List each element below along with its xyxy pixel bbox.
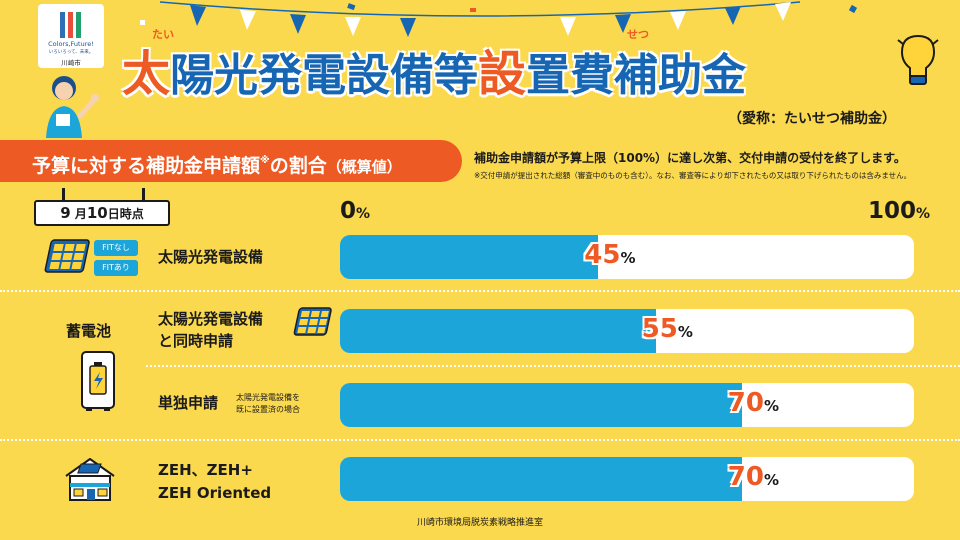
scale-min: 0% (340, 198, 370, 224)
title-segment-2: 陽光発電設備等 (170, 50, 479, 101)
date-month: 9 (60, 204, 71, 222)
bar-percent-value: 70 (727, 462, 764, 492)
row-label-zeh-line2: ZEH Oriented (158, 484, 272, 502)
progress-bar-battery-standalone: 70% (340, 383, 914, 427)
bar-percent-label: 55% (642, 314, 693, 344)
scale-max: 100% (868, 198, 930, 224)
title-ruby-tai: たい (152, 28, 174, 41)
solar-panel-icon (44, 239, 90, 273)
subheading-banner: 予算に対する補助金申請額※の割合（概算値） (0, 140, 462, 182)
row-label-with-solar-line1: 太陽光発電設備 (158, 310, 264, 328)
logo-tagline: Colors,Future! (48, 40, 94, 48)
title-segment-4: 置費補助金 (526, 50, 747, 101)
banner-tail-text: の割合 (269, 155, 327, 177)
bunting-decoration (140, 1, 858, 37)
zeh-house-icon (65, 458, 115, 501)
lightbulb-icon (897, 34, 939, 85)
progress-bar-solar: 45% (340, 235, 914, 279)
bar-percent-label: 70% (728, 388, 779, 418)
bar-fill (340, 383, 742, 427)
battery-group-label: 蓄電池 (66, 322, 112, 340)
bar-fill (340, 235, 599, 279)
bar-percent-unit: % (620, 249, 636, 267)
bar-percent-value: 70 (727, 388, 764, 418)
scale-min-value: 0 (340, 198, 357, 224)
scale-max-value: 100 (868, 198, 917, 224)
battery-icon (81, 351, 115, 411)
plate-hook-right (142, 188, 145, 202)
scale-max-unit: % (916, 206, 931, 222)
bar-percent-label: 70% (728, 462, 779, 492)
progress-bar-zeh: 70% (340, 457, 914, 501)
bar-percent-label: 45% (584, 240, 635, 270)
row-label-standalone: 単独申請 (158, 394, 219, 412)
bar-percent-unit: % (763, 471, 780, 489)
date-plate: 9 月10日時点 (34, 200, 170, 226)
banner-main-text: 予算に対する補助金申請額 (32, 155, 261, 177)
banner-paren-text: （概算値） (326, 158, 402, 176)
page-title: 太陽光発電設備等設置費補助金 (122, 34, 746, 104)
fit-none-tag: FITなし (94, 240, 138, 256)
row-label-zeh-line1: ZEH、ZEH+ (158, 461, 253, 479)
city-logo: Colors,Future! いろいろって、未来。 川崎市 (38, 4, 104, 68)
title-ruby-setsu: せつ (627, 28, 649, 41)
row-separator (0, 439, 960, 441)
nickname: （愛称：たいせつ補助金） (728, 111, 896, 127)
bar-percent-value: 55 (641, 314, 678, 344)
logo-tagline-sub: いろいろって、未来。 (48, 50, 94, 55)
fit-with-tag: FITあり (94, 260, 138, 276)
bar-percent-unit: % (763, 397, 780, 415)
logo-city-name: 川崎市 (61, 59, 81, 67)
date-day: 10 (86, 204, 108, 222)
budget-footnote: ※交付申請が提出された総額（審査中のものも含む）。なお、審査等により却下されたも… (474, 171, 912, 180)
bar-percent-unit: % (677, 323, 693, 341)
progress-bar-battery-with-solar: 55% (340, 309, 914, 353)
date-suffix: 日時点 (107, 207, 144, 221)
row-separator (0, 290, 960, 292)
solar-panel-icon (293, 307, 332, 336)
title-accent-2: 設 (478, 46, 527, 102)
banner-footnote-mark: ※ (260, 155, 270, 166)
date-month-unit: 月 (74, 207, 87, 221)
standalone-note-line1: 太陽光発電設備を (236, 393, 300, 402)
scale-min-unit: % (356, 206, 371, 222)
row-label-with-solar-line2: と同時申請 (158, 332, 234, 350)
budget-note: 補助金申請額が予算上限（100%）に達し次第、交付申請の受付を終了します。 (474, 151, 906, 165)
bar-fill (340, 309, 656, 353)
row-label-solar: 太陽光発電設備 (158, 248, 264, 266)
standalone-note-line2: 既に設置済の場合 (236, 405, 300, 414)
title-accent-1: 太 (122, 46, 171, 102)
plate-hook-left (62, 188, 65, 202)
logo-bars-icon (60, 12, 81, 38)
bar-fill (340, 457, 742, 501)
bar-percent-value: 45 (584, 240, 621, 270)
staff-illustration (46, 76, 99, 138)
row-separator-inner (146, 365, 960, 367)
footer-department: 川崎市環境局脱炭素戦略推進室 (416, 518, 543, 528)
